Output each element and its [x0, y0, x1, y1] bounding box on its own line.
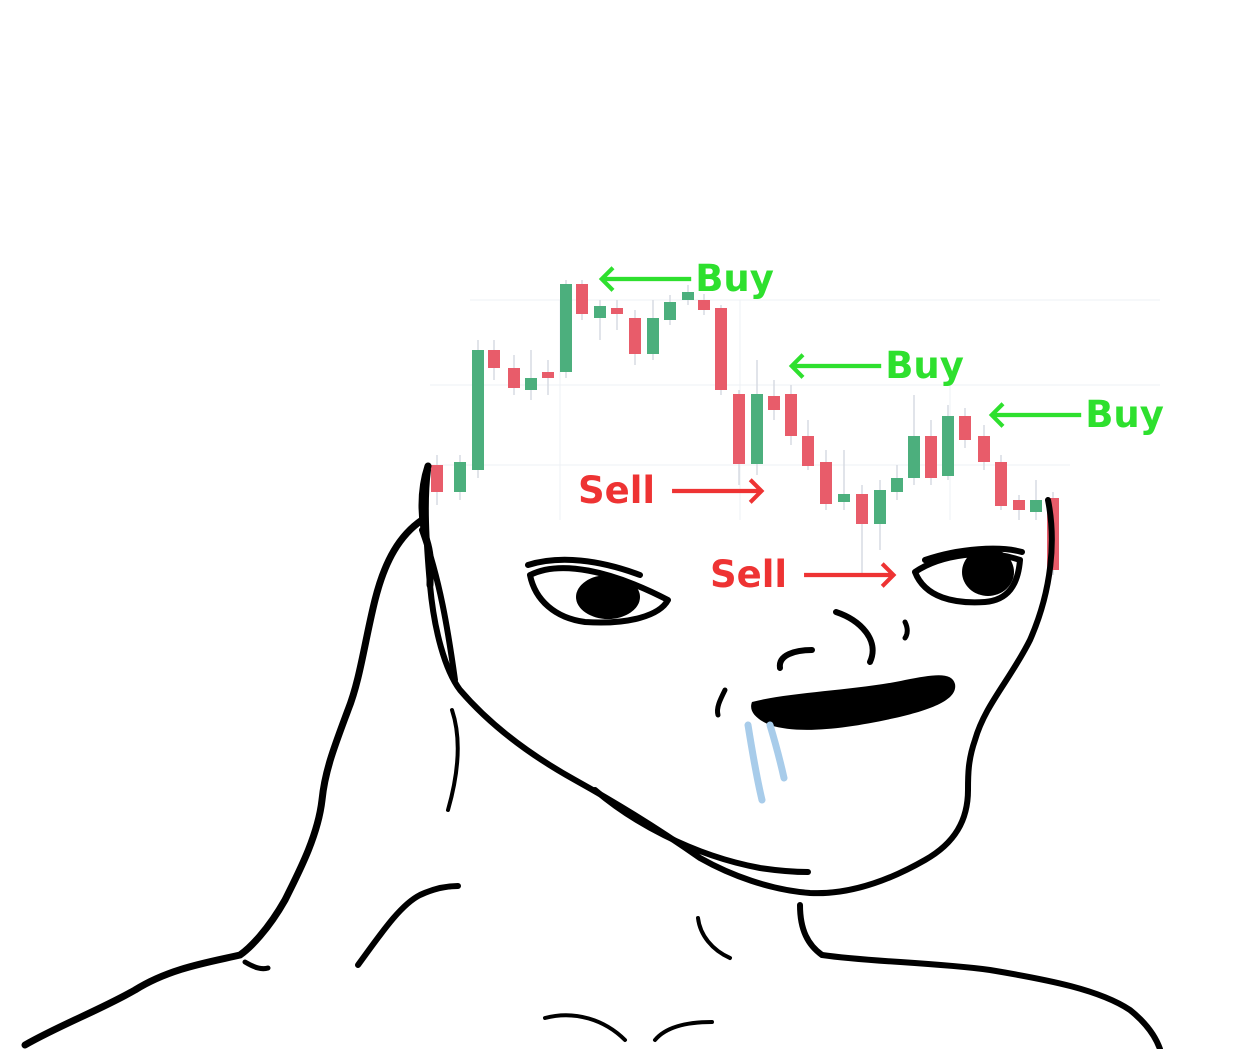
shoulder-right [819, 952, 1163, 1049]
candle-down [925, 436, 937, 478]
chest-line-left [543, 1013, 627, 1042]
face-left-contour [422, 467, 971, 897]
candle-up [874, 490, 886, 524]
sell-label-2: Sell [710, 553, 788, 596]
head-outline [418, 462, 1055, 958]
buy-annotation-2: 🡐Buy [786, 347, 964, 384]
candle-down [576, 284, 588, 314]
left-eye [525, 556, 671, 626]
left-arrow-icon: 🡐 [596, 257, 696, 300]
candle-down [629, 318, 641, 354]
mouth [715, 675, 956, 730]
candle-down [431, 465, 443, 492]
cheek-line [446, 708, 460, 812]
sell-annotation-1: Sell 🡒 [578, 472, 767, 509]
buy-label-2: Buy [885, 344, 964, 387]
sell-annotation-2: Sell 🡒 [710, 556, 899, 593]
candle-up [472, 350, 484, 470]
candle-up [664, 302, 676, 320]
candle-down [715, 308, 727, 390]
left-arrow-icon: 🡐 [986, 393, 1086, 436]
buy-annotation-3: 🡐Buy [986, 396, 1164, 433]
candle-up [525, 378, 537, 390]
candle-down [542, 372, 554, 378]
neck-right [797, 902, 825, 958]
drool [744, 721, 788, 804]
collarbone [696, 916, 732, 960]
candle-down [508, 368, 520, 388]
candle-up [1030, 500, 1042, 512]
candle-up [838, 494, 850, 502]
candle-up [682, 292, 694, 300]
candle-up [594, 306, 606, 318]
candle-up [942, 416, 954, 476]
elbow-line [242, 959, 271, 972]
candle-up [560, 284, 572, 372]
right-arrow-icon: 🡒 [800, 553, 900, 596]
candle-up [908, 436, 920, 478]
candle-down [959, 416, 971, 440]
candle-down [1013, 500, 1025, 510]
candle-down [978, 436, 990, 462]
candle-down [611, 308, 623, 314]
chest-line-right [653, 1020, 714, 1042]
chin-curve [592, 787, 811, 875]
candle-up [751, 394, 763, 464]
sell-label-1: Sell [578, 469, 656, 512]
right-eye [912, 545, 1025, 606]
arm-inner-contour [419, 527, 458, 683]
candlestick-chart [431, 280, 1059, 575]
left-arrow-icon: 🡐 [786, 344, 886, 387]
candle-down [856, 494, 868, 524]
body-outline [21, 516, 1163, 1049]
candle-down [802, 436, 814, 466]
candle-up [891, 478, 903, 492]
face-right-contour [965, 497, 1055, 793]
candle-down [785, 394, 797, 436]
candle-down [488, 350, 500, 368]
buy-label-3: Buy [1085, 393, 1164, 436]
buy-label-1: Buy [695, 257, 774, 300]
candle-down [768, 396, 780, 410]
right-arrow-icon: 🡒 [668, 469, 768, 512]
candle-down [733, 394, 745, 464]
candle-up [647, 318, 659, 354]
collar-left [355, 883, 461, 968]
candle-up [454, 462, 466, 492]
nose [776, 609, 910, 671]
candle-down [820, 462, 832, 504]
candle-down [995, 462, 1007, 506]
buy-annotation-1: 🡐Buy [596, 260, 774, 297]
candle-down [698, 300, 710, 310]
arm-contour [21, 516, 426, 1049]
